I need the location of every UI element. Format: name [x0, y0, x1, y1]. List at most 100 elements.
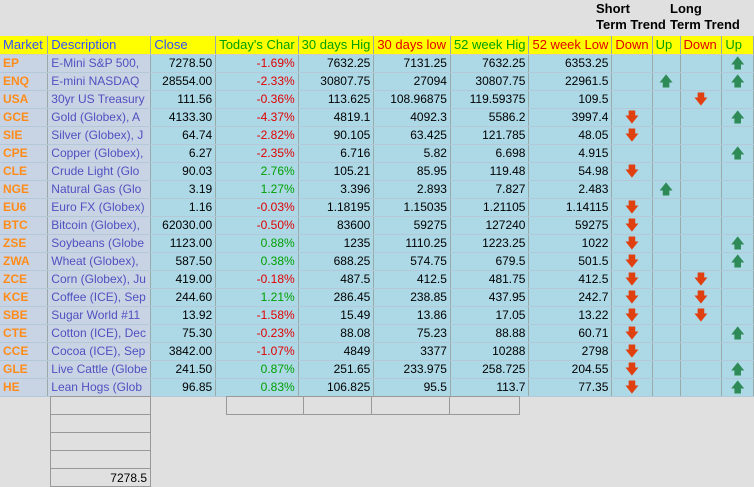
- long-down-cell[interactable]: [680, 216, 723, 235]
- close-cell[interactable]: 3.19: [150, 180, 217, 199]
- short-down-cell[interactable]: [611, 54, 653, 73]
- short-up-cell[interactable]: [652, 90, 681, 109]
- close-cell[interactable]: 587.50: [150, 252, 217, 271]
- short-down-cell[interactable]: [611, 72, 653, 91]
- short-up-cell[interactable]: [652, 54, 681, 73]
- low-52-cell[interactable]: 2798: [528, 342, 613, 361]
- low-30-cell[interactable]: 95.5: [373, 378, 451, 397]
- long-up-cell[interactable]: 🡅: [721, 252, 754, 271]
- high-30-cell[interactable]: 4849: [298, 342, 375, 361]
- long-down-cell[interactable]: [680, 72, 723, 91]
- short-down-cell[interactable]: [611, 180, 653, 199]
- col-market[interactable]: Market: [0, 36, 49, 55]
- high-52-cell[interactable]: 7632.25: [450, 54, 530, 73]
- high-30-cell[interactable]: 286.45: [298, 288, 375, 307]
- low-52-cell[interactable]: 1.14115: [528, 198, 613, 217]
- market-cell[interactable]: USA: [0, 90, 49, 109]
- high-30-cell[interactable]: 105.21: [298, 162, 375, 181]
- low-30-cell[interactable]: 63.425: [373, 126, 451, 145]
- short-down-cell[interactable]: [611, 90, 653, 109]
- description-cell[interactable]: Cocoa (ICE), Sep: [47, 342, 152, 361]
- col-short-up[interactable]: Up: [652, 36, 681, 55]
- change-cell[interactable]: -0.23%: [215, 324, 299, 343]
- description-cell[interactable]: Sugar World #11: [47, 306, 152, 325]
- low-52-cell[interactable]: 48.05: [528, 126, 613, 145]
- short-down-cell[interactable]: 🡇: [611, 270, 653, 289]
- low-30-cell[interactable]: 1.15035: [373, 198, 451, 217]
- low-52-cell[interactable]: 204.55: [528, 360, 613, 379]
- close-cell[interactable]: 7278.50: [150, 54, 217, 73]
- high-52-cell[interactable]: 17.05: [450, 306, 530, 325]
- long-down-cell[interactable]: [680, 252, 723, 271]
- change-cell[interactable]: 1.27%: [215, 180, 299, 199]
- short-up-cell[interactable]: [652, 198, 681, 217]
- close-cell[interactable]: 1123.00: [150, 234, 217, 253]
- long-up-cell[interactable]: 🡅: [721, 360, 754, 379]
- short-down-cell[interactable]: 🡇: [611, 216, 653, 235]
- close-cell[interactable]: 111.56: [150, 90, 217, 109]
- high-52-cell[interactable]: 6.698: [450, 144, 530, 163]
- high-52-cell[interactable]: 88.88: [450, 324, 530, 343]
- description-cell[interactable]: Crude Light (Glo: [47, 162, 152, 181]
- long-down-cell[interactable]: 🡇: [680, 288, 723, 307]
- low-52-cell[interactable]: 77.35: [528, 378, 613, 397]
- low-30-cell[interactable]: 2.893: [373, 180, 451, 199]
- description-cell[interactable]: Corn (Globex), Ju: [47, 270, 152, 289]
- low-52-cell[interactable]: 22961.5: [528, 72, 613, 91]
- col-description[interactable]: Description: [47, 36, 152, 55]
- close-cell[interactable]: 3842.00: [150, 342, 217, 361]
- market-cell[interactable]: GCE: [0, 108, 49, 127]
- short-up-cell[interactable]: [652, 234, 681, 253]
- long-down-cell[interactable]: [680, 360, 723, 379]
- short-up-cell[interactable]: [652, 144, 681, 163]
- high-30-cell[interactable]: 251.65: [298, 360, 375, 379]
- short-up-cell[interactable]: [652, 324, 681, 343]
- short-up-cell[interactable]: [652, 342, 681, 361]
- long-up-cell[interactable]: [721, 216, 754, 235]
- long-down-cell[interactable]: 🡇: [680, 270, 723, 289]
- market-cell[interactable]: ZWA: [0, 252, 49, 271]
- short-down-cell[interactable]: 🡇: [611, 252, 653, 271]
- low-30-cell[interactable]: 238.85: [373, 288, 451, 307]
- long-up-cell[interactable]: 🡅: [721, 378, 754, 397]
- close-cell[interactable]: 28554.00: [150, 72, 217, 91]
- high-30-cell[interactable]: 3.396: [298, 180, 375, 199]
- empty-cell[interactable]: [371, 396, 450, 415]
- change-cell[interactable]: -0.18%: [215, 270, 299, 289]
- low-52-cell[interactable]: 3997.4: [528, 108, 613, 127]
- description-cell[interactable]: Gold (Globex), A: [47, 108, 152, 127]
- market-cell[interactable]: ZSE: [0, 234, 49, 253]
- long-down-cell[interactable]: [680, 342, 723, 361]
- high-52-cell[interactable]: 7.827: [450, 180, 530, 199]
- change-cell[interactable]: 0.87%: [215, 360, 299, 379]
- change-cell[interactable]: -2.35%: [215, 144, 299, 163]
- low-30-cell[interactable]: 7131.25: [373, 54, 451, 73]
- low-30-cell[interactable]: 108.96875: [373, 90, 451, 109]
- close-cell[interactable]: 6.27: [150, 144, 217, 163]
- empty-cell[interactable]: [449, 396, 520, 415]
- long-down-cell[interactable]: [680, 180, 723, 199]
- high-30-cell[interactable]: 4819.1: [298, 108, 375, 127]
- long-down-cell[interactable]: [680, 378, 723, 397]
- long-up-cell[interactable]: 🡅: [721, 72, 754, 91]
- short-down-cell[interactable]: 🡇: [611, 378, 653, 397]
- high-30-cell[interactable]: 90.105: [298, 126, 375, 145]
- short-up-cell[interactable]: [652, 216, 681, 235]
- low-52-cell[interactable]: 54.98: [528, 162, 613, 181]
- low-30-cell[interactable]: 574.75: [373, 252, 451, 271]
- long-down-cell[interactable]: [680, 108, 723, 127]
- col-long-up[interactable]: Up: [721, 36, 754, 55]
- col-long-down[interactable]: Down: [680, 36, 723, 55]
- close-cell[interactable]: 75.30: [150, 324, 217, 343]
- long-up-cell[interactable]: [721, 288, 754, 307]
- high-52-cell[interactable]: 5586.2: [450, 108, 530, 127]
- short-up-cell[interactable]: [652, 126, 681, 145]
- low-52-cell[interactable]: 242.7: [528, 288, 613, 307]
- low-30-cell[interactable]: 4092.3: [373, 108, 451, 127]
- long-up-cell[interactable]: [721, 306, 754, 325]
- close-cell[interactable]: 13.92: [150, 306, 217, 325]
- long-up-cell[interactable]: 🡅: [721, 54, 754, 73]
- description-cell[interactable]: Copper (Globex),: [47, 144, 152, 163]
- long-down-cell[interactable]: 🡇: [680, 90, 723, 109]
- market-cell[interactable]: SBE: [0, 306, 49, 325]
